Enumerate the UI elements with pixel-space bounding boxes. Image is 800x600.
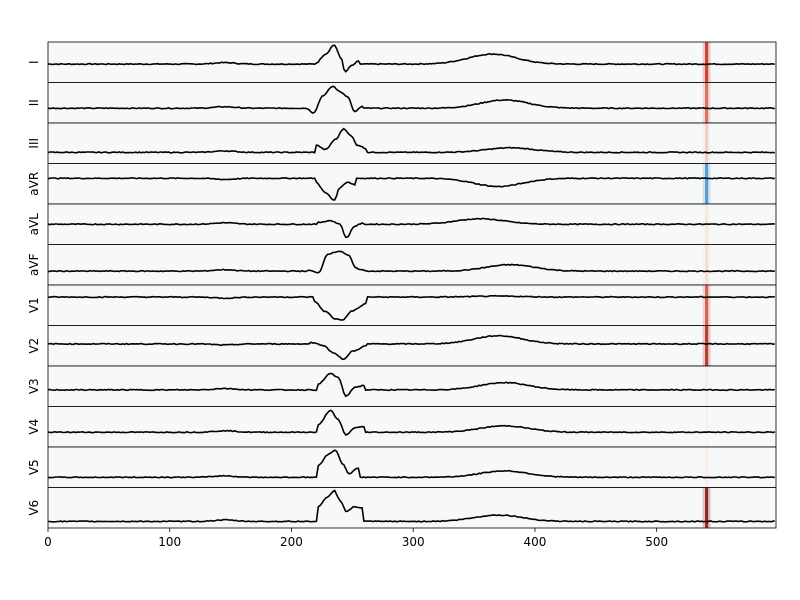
signal-line-v2	[47, 334, 775, 361]
highlight-band-glow	[702, 366, 711, 406]
x-tick-label: 500	[645, 535, 668, 549]
x-tick-label: 400	[524, 535, 547, 549]
panel-background	[47, 244, 777, 286]
panel-background	[47, 446, 777, 488]
lead-label: III	[27, 138, 41, 149]
signal-line-v3	[47, 372, 775, 398]
lead-panel-i: I	[27, 41, 777, 83]
highlight-band	[705, 447, 709, 487]
lead-panel-v6: V6	[27, 487, 777, 529]
panel-background	[47, 122, 777, 164]
x-tick-label: 300	[402, 535, 425, 549]
signal-line-v1	[48, 294, 775, 321]
signal-line-avr	[47, 176, 775, 201]
highlight-band-glow	[702, 245, 711, 285]
lead-panel-v3: V3	[27, 365, 777, 407]
lead-panel-avr: aVR	[27, 163, 777, 205]
lead-panel-avf: aVF	[27, 244, 777, 286]
highlight-band	[705, 164, 709, 204]
lead-label: II	[27, 99, 41, 106]
lead-panel-v1: V1	[27, 284, 777, 326]
lead-label: V4	[27, 419, 41, 435]
lead-label: I	[27, 60, 41, 64]
x-axis: 0 100 200 300 400 500	[44, 528, 668, 549]
x-tick-label: 100	[158, 535, 181, 549]
panel-background	[47, 163, 777, 205]
lead-panel-avl: aVL	[27, 203, 777, 245]
highlight-band	[705, 366, 709, 406]
signal-line-avl	[47, 217, 775, 239]
signal-line-v4	[47, 409, 776, 436]
lead-label: V1	[27, 297, 41, 313]
highlight-band	[705, 326, 709, 366]
highlight-band	[705, 123, 709, 163]
highlight-band-glow	[702, 123, 711, 163]
panel-background	[47, 41, 777, 83]
signal-line-i	[47, 44, 775, 73]
signal-line-avf	[48, 250, 775, 274]
signal-line-v6	[48, 489, 775, 523]
highlight-band	[705, 285, 709, 325]
lead-label: V2	[27, 338, 41, 354]
lead-panel-iii: III	[27, 122, 777, 164]
lead-panel-v2: V2	[27, 325, 777, 367]
highlight-band	[705, 488, 709, 528]
highlight-band	[705, 245, 709, 285]
lead-label: V3	[27, 378, 41, 394]
panel-background	[47, 406, 777, 448]
x-tick-label: 200	[280, 535, 303, 549]
lead-label: aVF	[27, 253, 41, 276]
lead-label: V6	[27, 500, 41, 516]
highlight-band	[705, 407, 709, 447]
lead-panel-ii: II	[27, 82, 777, 124]
panel-background	[47, 365, 777, 407]
highlight-band-glow	[702, 447, 711, 487]
x-tick-label: 0	[44, 535, 52, 549]
lead-panel-v4: V4	[27, 406, 777, 448]
lead-label: aVL	[27, 213, 41, 236]
highlight-band	[705, 42, 709, 82]
lead-label: aVR	[27, 172, 41, 196]
signal-line-v5	[47, 449, 775, 479]
signal-line-iii	[47, 127, 775, 154]
panel-background	[47, 284, 777, 326]
lead-label: V5	[27, 459, 41, 475]
panel-background	[47, 325, 777, 367]
highlight-band	[705, 83, 709, 123]
panel-background	[47, 82, 777, 124]
signal-line-ii	[47, 85, 775, 115]
lead-panel-v5: V5	[27, 446, 777, 488]
